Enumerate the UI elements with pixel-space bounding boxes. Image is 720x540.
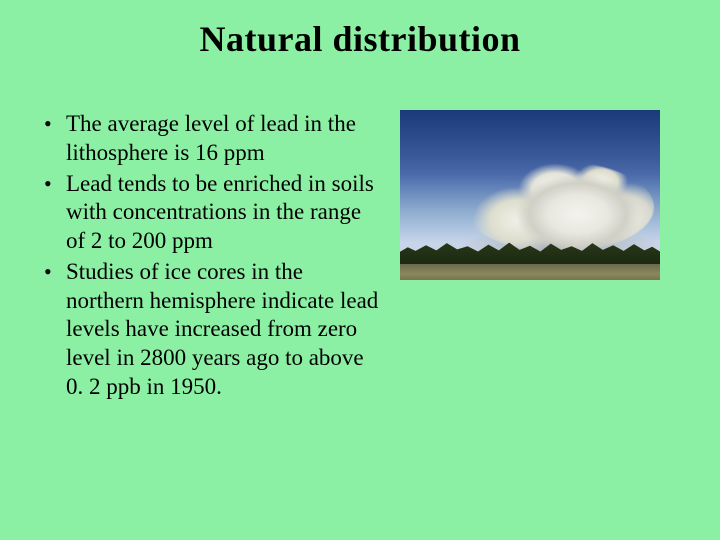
slide-title: Natural distribution <box>40 18 680 60</box>
ground-foreground <box>400 264 660 280</box>
bullet-item: The average level of lead in the lithosp… <box>40 110 380 168</box>
cumulonimbus-cloud-shape <box>464 162 654 252</box>
bullet-list: The average level of lead in the lithosp… <box>40 110 380 402</box>
bullet-column: The average level of lead in the lithosp… <box>40 110 380 404</box>
cloud-landscape-image <box>400 110 660 280</box>
image-column <box>400 110 660 280</box>
content-row: The average level of lead in the lithosp… <box>40 110 680 404</box>
presentation-slide: Natural distribution The average level o… <box>0 0 720 540</box>
bullet-item: Studies of ice cores in the northern hem… <box>40 258 380 402</box>
bullet-item: Lead tends to be enriched in soils with … <box>40 170 380 256</box>
